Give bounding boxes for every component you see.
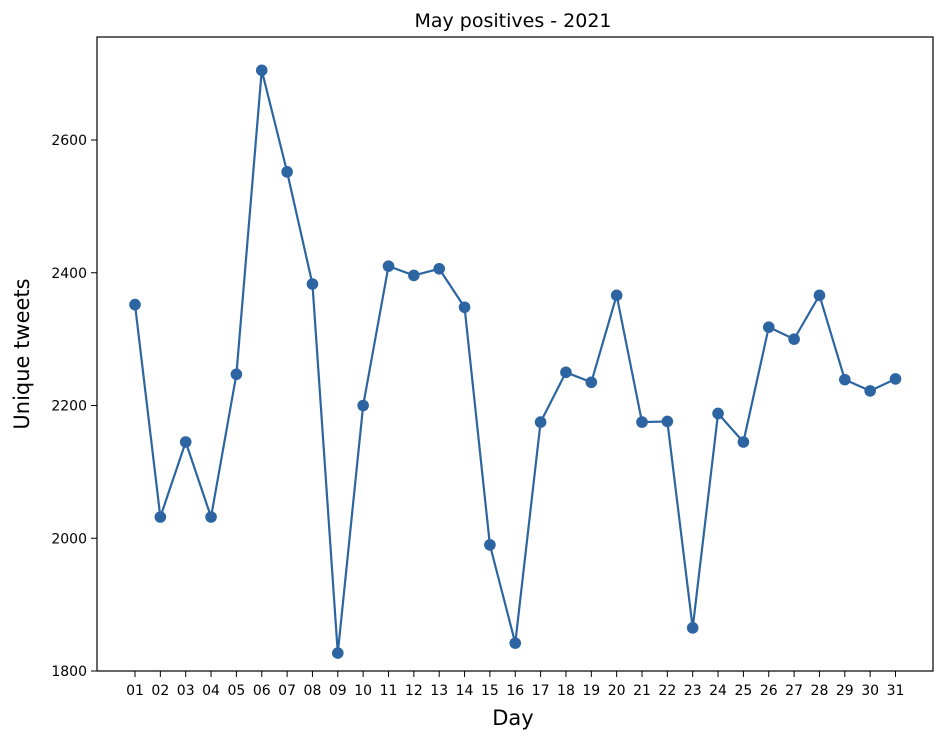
y-tick-label: 1800 xyxy=(51,664,87,680)
x-tick-label: 13 xyxy=(430,683,448,699)
data-point xyxy=(737,436,750,448)
data-point xyxy=(889,373,902,385)
x-axis: 01 02 03 04 05 06 07 08 09 10 11 12 13 14 15 16 17 18 19 20… xyxy=(126,671,904,699)
x-tick-label: 20 xyxy=(608,683,626,699)
x-tick-label: 15 xyxy=(481,683,499,699)
data-point xyxy=(534,416,547,428)
data-point xyxy=(788,333,800,345)
data-point xyxy=(129,298,141,311)
data-point xyxy=(357,399,369,412)
y-tick-label: 2200 xyxy=(51,399,87,415)
data-point xyxy=(281,166,293,178)
data-point xyxy=(610,289,623,302)
x-tick-label: 07 xyxy=(278,683,296,699)
x-tick-label: 27 xyxy=(785,683,803,699)
data-point xyxy=(560,366,572,379)
x-tick-label: 30 xyxy=(861,683,879,699)
x-tick-label: 22 xyxy=(658,683,676,699)
x-tick-label: 12 xyxy=(405,683,423,699)
y-axis: 1800 2000 2200 2400 2600 xyxy=(51,133,97,680)
x-tick-label: 04 xyxy=(202,683,220,699)
series-line xyxy=(133,69,897,655)
data-point xyxy=(712,407,724,420)
x-tick-label: 05 xyxy=(227,683,245,699)
data-point xyxy=(205,511,217,523)
data-point xyxy=(762,321,775,333)
data-point xyxy=(230,368,243,381)
series-points xyxy=(129,64,902,659)
data-point xyxy=(154,511,167,523)
x-tick-label: 16 xyxy=(506,683,524,699)
data-point xyxy=(636,416,648,428)
x-tick-label: 18 xyxy=(557,683,575,699)
x-axis-label: Day xyxy=(492,706,533,730)
x-tick-label: 10 xyxy=(354,683,372,699)
x-tick-label: 03 xyxy=(177,683,195,699)
x-tick-label: 31 xyxy=(887,683,905,699)
x-tick-label: 17 xyxy=(532,683,550,699)
data-point xyxy=(433,262,446,275)
x-tick-label: 06 xyxy=(253,683,271,699)
x-tick-label: 24 xyxy=(709,683,727,699)
x-tick-label: 25 xyxy=(734,683,752,699)
data-point xyxy=(179,436,192,448)
data-point xyxy=(839,373,851,386)
data-point xyxy=(509,637,522,649)
x-tick-label: 09 xyxy=(329,683,347,699)
data-point xyxy=(332,647,344,659)
y-tick-label: 2400 xyxy=(51,266,87,282)
data-point xyxy=(585,376,598,389)
x-tick-label: 02 xyxy=(151,683,169,699)
x-tick-label: 28 xyxy=(811,683,829,699)
y-tick-label: 2600 xyxy=(51,133,87,149)
x-tick-label: 14 xyxy=(456,683,474,699)
chart-title: May positives - 2021 xyxy=(414,10,611,32)
x-tick-label: 29 xyxy=(836,683,854,699)
x-tick-label: 21 xyxy=(633,683,651,699)
x-tick-label: 11 xyxy=(380,683,398,699)
x-tick-label: 26 xyxy=(760,683,778,699)
x-tick-label: 23 xyxy=(684,683,702,699)
data-point xyxy=(306,278,319,290)
data-point xyxy=(686,622,699,634)
data-point xyxy=(661,415,674,428)
data-point xyxy=(382,260,395,272)
data-point xyxy=(408,269,420,282)
y-axis-label: Unique tweets xyxy=(10,278,34,429)
x-tick-label: 01 xyxy=(126,683,144,699)
y-tick-label: 2000 xyxy=(51,531,87,547)
x-tick-label: 08 xyxy=(304,683,322,699)
data-point xyxy=(458,301,471,314)
plot-frame xyxy=(96,36,934,672)
data-point xyxy=(255,64,268,77)
x-tick-label: 19 xyxy=(582,683,600,699)
data-point xyxy=(864,385,876,397)
data-point xyxy=(484,539,496,551)
data-point xyxy=(813,289,826,302)
